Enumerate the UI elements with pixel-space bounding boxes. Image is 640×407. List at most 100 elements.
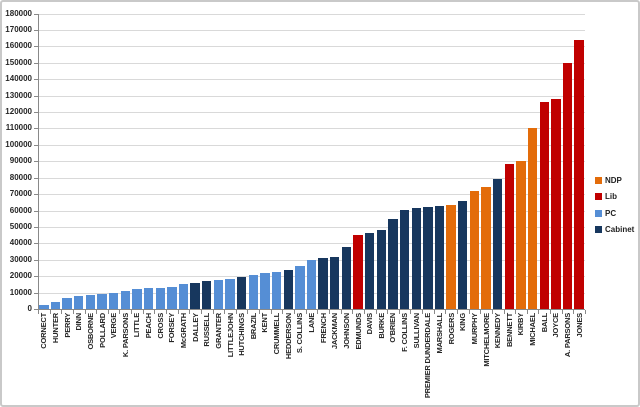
x-axis-tick bbox=[340, 310, 342, 314]
y-axis-tick bbox=[34, 226, 38, 228]
x-axis-label: MICHAEL bbox=[528, 313, 538, 346]
x-axis-tick bbox=[282, 310, 284, 314]
x-axis-tick bbox=[422, 310, 424, 314]
bar-hunter bbox=[50, 302, 61, 309]
x-axis-label: CORNECT bbox=[39, 313, 49, 349]
x-axis-label: McGRATH bbox=[178, 313, 188, 349]
x-axis-label: A. PARSONS bbox=[563, 313, 573, 358]
x-axis-tick bbox=[387, 310, 389, 314]
x-axis-label: JOHNSON bbox=[341, 313, 351, 349]
x-axis-label: SULLIVAN bbox=[411, 313, 421, 349]
x-axis-label: HUNTER bbox=[50, 313, 60, 344]
gridline bbox=[38, 194, 585, 196]
x-axis-tick bbox=[259, 310, 261, 314]
x-axis-label: OSBORNE bbox=[85, 313, 95, 350]
bar-peach bbox=[143, 288, 154, 309]
x-axis-tick bbox=[456, 310, 458, 314]
bar-dinn bbox=[74, 295, 84, 309]
bar-sullivan bbox=[411, 208, 421, 309]
x-axis-tick bbox=[119, 310, 121, 314]
x-axis-label: DAVIS bbox=[365, 313, 375, 335]
x-axis-tick bbox=[410, 310, 412, 314]
x-axis-tick bbox=[84, 310, 86, 314]
bar-premier-dunderdale bbox=[423, 207, 433, 309]
x-axis-tick bbox=[72, 310, 74, 314]
x-axis-label: EDMUNDS bbox=[353, 313, 363, 350]
x-axis-tick bbox=[49, 310, 51, 314]
x-axis-label: KIRBY bbox=[516, 313, 526, 336]
bar-bennett bbox=[504, 163, 515, 309]
bar-king bbox=[458, 200, 468, 309]
x-axis-tick bbox=[491, 310, 493, 314]
y-axis-tick bbox=[34, 194, 38, 196]
x-axis-tick bbox=[317, 310, 319, 314]
gridline bbox=[38, 13, 585, 15]
y-axis-tick bbox=[34, 276, 38, 278]
bar-burke bbox=[376, 230, 387, 309]
legend-swatch-lib bbox=[595, 193, 602, 201]
y-axis-tick bbox=[34, 128, 38, 130]
bar-johnson bbox=[341, 246, 352, 309]
x-axis-tick bbox=[177, 310, 179, 314]
x-axis-label: JONES bbox=[574, 313, 584, 338]
bar-k-parsons bbox=[120, 290, 130, 309]
x-axis-label: KENNEDY bbox=[493, 313, 503, 349]
legend-swatch-pc bbox=[595, 209, 602, 217]
bar-dalley bbox=[190, 282, 200, 309]
x-axis-label: LITTLE bbox=[132, 313, 142, 338]
y-axis-tick-label: 180000 bbox=[5, 8, 32, 18]
bar-granter bbox=[213, 280, 224, 309]
x-axis-label: POLLARD bbox=[97, 313, 107, 348]
x-axis-tick bbox=[200, 310, 202, 314]
x-axis-tick bbox=[247, 310, 249, 314]
y-axis-tick-label: 90000 bbox=[9, 156, 32, 166]
gridline bbox=[38, 226, 585, 228]
y-axis-tick bbox=[34, 259, 38, 261]
plot-area bbox=[38, 14, 585, 309]
y-axis-tick bbox=[34, 144, 38, 146]
x-axis-label: KING bbox=[458, 313, 468, 331]
bar-cornect bbox=[39, 304, 49, 309]
x-axis-tick bbox=[561, 310, 563, 314]
legend-label: Lib bbox=[605, 192, 617, 202]
y-axis-tick-label: 40000 bbox=[9, 238, 32, 248]
bar-kennedy bbox=[493, 179, 503, 309]
x-axis-tick bbox=[212, 310, 214, 314]
y-axis-tick bbox=[34, 292, 38, 294]
x-axis-tick bbox=[154, 310, 156, 314]
y-axis-tick bbox=[34, 79, 38, 81]
gridline bbox=[38, 29, 585, 31]
gridline bbox=[38, 79, 585, 81]
bar-pollard bbox=[97, 294, 107, 309]
x-axis-tick bbox=[538, 310, 540, 314]
y-axis-tick-label: 80000 bbox=[9, 172, 32, 182]
gridline bbox=[38, 95, 585, 97]
bar-french bbox=[318, 258, 328, 309]
x-axis-label: MITCHELMORE bbox=[481, 313, 491, 367]
x-axis-line bbox=[35, 309, 585, 310]
legend-item-ndp: NDP bbox=[595, 176, 637, 186]
bar-joyce bbox=[551, 98, 561, 309]
x-axis-tick bbox=[166, 310, 168, 314]
bar-kent bbox=[260, 272, 270, 309]
bar-murphy bbox=[469, 190, 480, 309]
bar-russell bbox=[202, 281, 212, 309]
bar-osborne bbox=[85, 295, 96, 309]
x-axis-tick bbox=[142, 310, 144, 314]
bar-brazil bbox=[248, 275, 258, 309]
x-axis-tick bbox=[468, 310, 470, 314]
bar-lane bbox=[306, 259, 317, 309]
bar-littlejohn bbox=[225, 278, 235, 309]
legend-label: Cabinet bbox=[605, 224, 635, 234]
legend-label: NDP bbox=[605, 176, 622, 185]
y-axis-tick-label: 120000 bbox=[5, 107, 32, 116]
bar-perry bbox=[62, 298, 72, 309]
bar-crummell bbox=[271, 272, 282, 309]
x-axis-label: MURPHY bbox=[469, 313, 479, 345]
y-axis-tick bbox=[34, 46, 38, 48]
x-axis-label: BALL bbox=[539, 313, 549, 333]
x-axis-tick bbox=[480, 310, 482, 314]
x-axis-tick bbox=[515, 310, 517, 314]
gridline bbox=[38, 144, 585, 146]
x-axis-label: ROGERS bbox=[446, 313, 456, 345]
